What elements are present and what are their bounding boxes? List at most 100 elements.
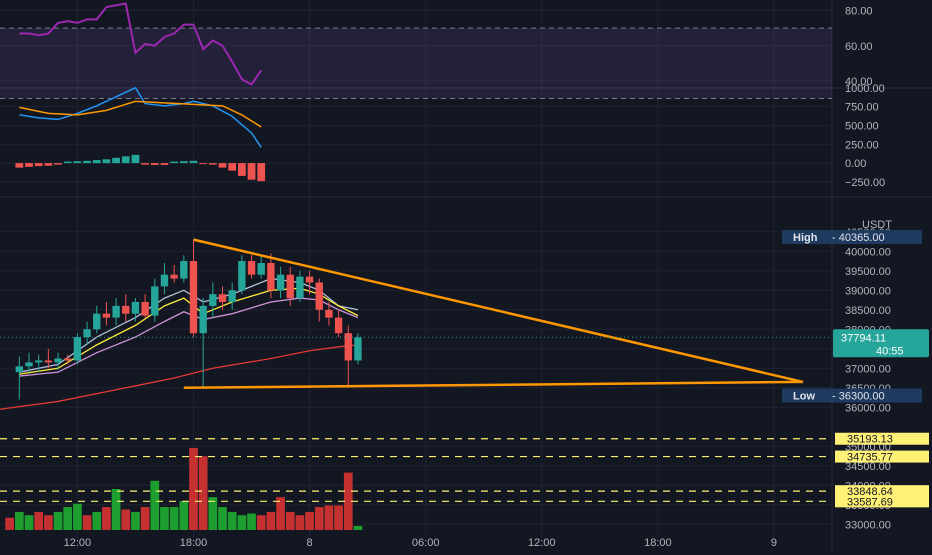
- candle-body: [247, 261, 256, 275]
- high-badge: [782, 230, 922, 245]
- candle-body: [102, 313, 111, 318]
- macd-histogram-bar: [121, 156, 130, 164]
- price-tick-label: 38500.00: [845, 305, 891, 317]
- macd-histogram-bar: [15, 163, 24, 168]
- volume-bar: [102, 507, 111, 530]
- candle-body: [296, 276, 304, 299]
- volume-bar: [24, 515, 34, 530]
- volume-bar: [247, 513, 256, 530]
- macd-histogram-bar: [150, 163, 159, 165]
- high-label: High: [793, 232, 818, 244]
- candle-body: [218, 294, 227, 302]
- macd-tick-label: −250.00: [845, 177, 885, 189]
- volume-bar: [140, 507, 150, 530]
- volume-bar: [276, 497, 285, 530]
- volume-bar: [285, 511, 295, 530]
- volume-bar: [160, 507, 169, 530]
- candle-body: [189, 261, 198, 334]
- candle-body: [160, 274, 169, 287]
- volume-bar: [208, 497, 218, 530]
- time-tick-label: 12:00: [64, 537, 92, 549]
- volume-bar: [237, 515, 247, 530]
- low-badge: [782, 388, 922, 403]
- candle-body: [35, 360, 43, 363]
- candle-body: [141, 301, 149, 316]
- candle-body: [112, 305, 120, 318]
- macd-histogram-bar: [73, 161, 82, 164]
- bar-countdown: 40:55: [876, 345, 904, 357]
- macd-histogram-bar: [247, 163, 256, 180]
- volume-bar: [314, 507, 324, 530]
- macd-histogram-bar: [179, 161, 188, 164]
- time-tick-label: 18:00: [180, 537, 208, 549]
- macd-histogram-bar: [54, 163, 62, 165]
- candle-body: [325, 309, 333, 318]
- macd-histogram-bar: [25, 163, 33, 167]
- macd-histogram-bar: [112, 157, 120, 164]
- volume-bar: [44, 515, 53, 530]
- time-tick-label: 8: [307, 537, 313, 549]
- support-level-label: 33587.69: [847, 496, 893, 508]
- volume-bar: [324, 505, 334, 530]
- volume-bar: [169, 507, 179, 530]
- support-level-label: 33848.64: [847, 486, 893, 498]
- candle-body: [73, 337, 82, 361]
- volume-bar: [353, 525, 363, 530]
- price-tick-label: 36000.00: [845, 402, 891, 414]
- candle-body: [315, 282, 323, 310]
- macd-histogram-bar: [131, 154, 140, 164]
- volume-bar: [305, 511, 314, 530]
- last-price-badge: [833, 329, 929, 358]
- volume-bar: [53, 511, 63, 530]
- macd-histogram-bar: [83, 160, 91, 164]
- support-level-badge: [835, 450, 929, 463]
- macd-histogram-bar: [63, 161, 72, 164]
- low-value: - 36300.00: [832, 391, 885, 403]
- volume-bar: [131, 511, 140, 530]
- price-tick-label: 37000.00: [845, 363, 891, 375]
- rsi-tick-label: 40.00: [845, 76, 873, 88]
- volume-bar: [189, 448, 198, 530]
- volume-bar: [14, 511, 24, 530]
- last-price-value: 37794.11: [841, 332, 886, 344]
- support-level-badge: [835, 485, 929, 498]
- candle-body: [305, 276, 314, 283]
- volume-bar: [256, 515, 266, 530]
- macd-histogram-bar: [34, 163, 43, 167]
- candle-body: [228, 290, 236, 302]
- candle-body: [209, 294, 217, 306]
- candle-body: [344, 333, 352, 361]
- support-level-label: 34735.77: [847, 452, 893, 464]
- volume-bar: [266, 511, 276, 530]
- triangle-trendline: [193, 238, 804, 384]
- time-tick-label: 12:00: [528, 537, 556, 549]
- volume-bar: [34, 511, 44, 530]
- macd-histogram-bar: [92, 160, 101, 164]
- macd-histogram-bar: [199, 163, 208, 165]
- macd-histogram-bar: [228, 163, 237, 171]
- price-unit-label: USDT: [862, 219, 892, 231]
- candle-body: [238, 261, 246, 291]
- macd-line: [19, 86, 262, 148]
- candle-body: [286, 274, 294, 299]
- rsi-band-fill: [0, 28, 832, 99]
- time-tick-label: 18:00: [644, 537, 672, 549]
- rsi-tick-label: 60.00: [845, 41, 873, 53]
- candle-body: [93, 313, 101, 330]
- price-tick-label: 33000.00: [845, 519, 891, 531]
- macd-histogram-bar: [189, 160, 198, 164]
- triangle-trendline: [183, 380, 803, 390]
- macd-histogram-bar: [160, 163, 169, 165]
- support-level-badge: [835, 495, 929, 508]
- macd-tick-label: 0.00: [845, 158, 866, 170]
- high-value: - 40365.00: [832, 232, 885, 244]
- rsi-tick-label: 80.00: [845, 6, 873, 18]
- candle-body: [267, 262, 275, 291]
- candle-body: [151, 286, 159, 316]
- support-level-badge: [835, 432, 929, 445]
- candle-body: [334, 317, 343, 334]
- candle-body: [170, 274, 178, 279]
- macd-line: [19, 100, 262, 128]
- candle-body: [25, 362, 33, 367]
